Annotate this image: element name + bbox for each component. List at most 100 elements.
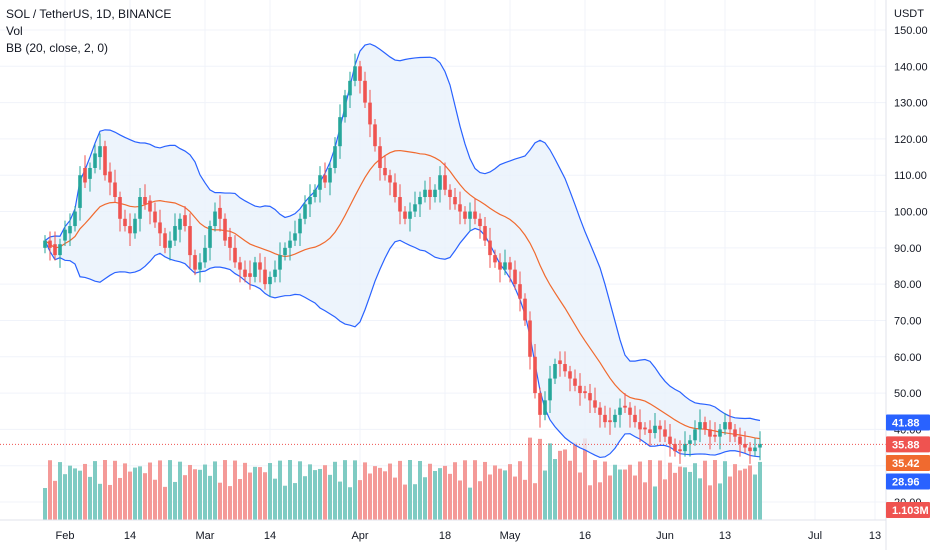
volume-bar [173,481,177,520]
volume-bar [753,474,757,520]
volume-bar [608,475,612,520]
candle [178,213,182,243]
volume-bar [408,460,412,520]
volume-bar [523,479,527,520]
bollinger-bands [44,43,761,459]
volume-bar [543,470,547,520]
candle [198,253,202,283]
volume-bar [533,483,537,520]
candle [228,227,232,261]
candle [718,423,722,450]
bb-upper-line [44,43,761,422]
volume-bar [513,476,517,520]
price-tick-label: 140.00 [894,61,928,73]
volume-bar [578,472,582,520]
volume-bar [78,470,82,520]
svg-text:1.103M: 1.103M [892,505,929,517]
candle [138,187,142,232]
volume-bar [653,486,657,520]
candles [43,53,762,464]
candle [403,206,407,225]
volume-bar [528,437,532,520]
candle [273,260,277,283]
volume-bar [423,477,427,520]
candle [498,253,502,283]
volume-bar [153,479,157,520]
candle [243,260,247,283]
volume-bar [128,471,132,520]
time-tick-label: 14 [264,530,276,542]
candle [673,438,677,457]
candle [628,402,632,428]
candle [83,155,87,188]
candle [148,195,152,225]
candle [278,242,282,283]
volume-bar [73,468,77,520]
candle [753,438,757,457]
volume-bar [93,461,97,520]
candle [393,173,397,203]
price-tick-label: 60.00 [894,352,922,364]
price-badge: 35.88 [886,436,930,453]
volume-bar [738,470,742,520]
volume-bar [133,467,137,520]
volume-legend-label[interactable]: Vol [6,24,23,38]
candle [528,311,532,370]
candle [343,89,347,123]
chart-legend: SOL / TetherUS, 1D, BINANCE Vol BB (20, … [6,6,171,57]
candle [183,206,187,232]
candle [588,384,592,414]
volume-bar [558,450,562,520]
volume-bar [403,484,407,520]
volume-bar [673,472,677,520]
candle [333,137,337,174]
volume-bar [288,460,292,520]
volume-bar [268,463,272,520]
candle [653,413,657,439]
volume-bar [643,482,647,520]
candle [723,413,727,435]
volume-bar [163,486,167,520]
candle [618,398,622,428]
candle [238,256,242,283]
candle [128,213,132,247]
candle [328,162,332,196]
candle [448,184,452,210]
candle [678,440,682,464]
candle [193,249,197,276]
candle [533,344,537,399]
volume-bar [263,472,267,520]
volume-bar [188,464,192,520]
candle [483,216,487,247]
candle [513,260,517,290]
candle [733,423,737,443]
volume-bar [628,464,632,520]
volume-bar [648,460,652,520]
candle [748,442,752,464]
candle [103,140,107,181]
candle [338,104,342,159]
volume-bar [138,466,142,520]
candle [453,187,457,210]
candle [543,391,547,421]
candle [408,202,412,232]
volume-bar [68,465,72,520]
candle [143,184,147,210]
indicator-legend-label[interactable]: BB (20, close, 2, 0) [6,41,109,55]
candle [108,162,112,196]
price-tick-label: 80.00 [894,279,922,291]
candle [113,169,117,203]
volume-bar [583,438,587,520]
volume-bar [103,460,107,520]
symbol-title[interactable]: SOL / TetherUS, 1D, BINANCE [6,7,172,21]
volume-bar [468,487,472,520]
candle [548,365,552,414]
volume-bar [538,438,542,520]
time-tick-label: 13 [869,530,881,542]
volume-bar [443,465,447,520]
candle [43,235,47,254]
candle [133,213,137,239]
volume-bar [693,463,697,520]
